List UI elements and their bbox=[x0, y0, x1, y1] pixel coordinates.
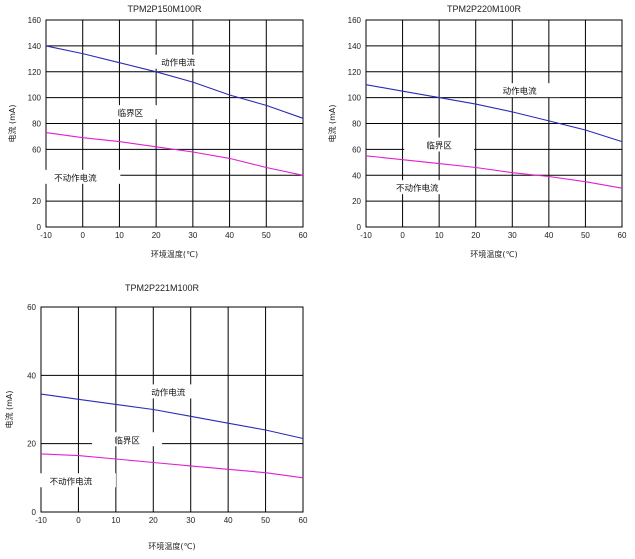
y-tick-label: 60 bbox=[27, 303, 36, 312]
x-axis-label: 环境温度(℃) bbox=[151, 249, 198, 259]
x-tick-label: -10 bbox=[35, 516, 47, 525]
y-tick-label: 160 bbox=[28, 16, 42, 25]
region-annotation: 不动作电流 bbox=[54, 173, 97, 184]
non-operating-current-line bbox=[365, 155, 623, 189]
y-tick-label: 120 bbox=[28, 68, 42, 77]
x-tick-label: 50 bbox=[581, 231, 590, 240]
y-tick-label: 80 bbox=[32, 120, 41, 129]
x-tick-label: 20 bbox=[471, 231, 480, 240]
x-tick-label: 0 bbox=[400, 231, 405, 240]
non-operating-current-line bbox=[45, 132, 304, 176]
y-tick-label: 80 bbox=[352, 120, 361, 129]
y-tick-label: 120 bbox=[348, 68, 362, 77]
region-annotation: 动作电流 bbox=[151, 387, 186, 398]
label-backdrop bbox=[95, 105, 166, 120]
y-tick-label: 140 bbox=[348, 42, 362, 51]
x-tick-label: 0 bbox=[80, 231, 85, 240]
x-tick-label: 60 bbox=[618, 231, 627, 240]
x-tick-label: -10 bbox=[40, 231, 52, 240]
x-axis-label: 环境温度(℃) bbox=[148, 541, 195, 551]
x-tick-label: 20 bbox=[152, 231, 161, 240]
y-tick-label: 20 bbox=[27, 440, 36, 449]
x-tick-label: 10 bbox=[111, 516, 120, 525]
label-backdrop bbox=[30, 169, 121, 184]
y-tick-label: 0 bbox=[37, 223, 42, 232]
x-tick-label: 40 bbox=[225, 231, 234, 240]
x-tick-label: 60 bbox=[299, 516, 308, 525]
y-tick-label: 60 bbox=[352, 145, 361, 154]
region-annotation: 不动作电流 bbox=[396, 183, 439, 194]
region-annotation: 不动作电流 bbox=[50, 476, 93, 487]
operating-current-line bbox=[45, 45, 304, 119]
plot-frame bbox=[365, 19, 623, 228]
y-axis-label: 电流 (mA) bbox=[327, 104, 337, 142]
y-tick-label: 0 bbox=[357, 223, 362, 232]
chart-1: TPM2P150M100R-10010203040506002040608010… bbox=[7, 4, 308, 259]
chart-3: TPM2P221M100R-10 0 10 20 30 40 50 600204060动作电流… bbox=[4, 283, 308, 551]
chart-title: TPM2P221M100R bbox=[125, 283, 200, 293]
region-annotation: 临界区 bbox=[426, 140, 452, 151]
y-tick-label: 100 bbox=[348, 94, 362, 103]
x-tick-label: 30 bbox=[508, 231, 517, 240]
x-tick-label: 50 bbox=[261, 516, 270, 525]
plot-frame bbox=[45, 19, 304, 228]
x-tick-label: 0 bbox=[76, 516, 81, 525]
chart-2: TPM2P220M100R-10 0 10 20 30 40 50 6002040608010… bbox=[327, 4, 627, 259]
y-tick-label: 100 bbox=[28, 94, 42, 103]
y-tick-label: 20 bbox=[352, 197, 361, 206]
x-tick-label: 20 bbox=[149, 516, 158, 525]
x-tick-label: 60 bbox=[299, 231, 308, 240]
chart-title: TPM2P220M100R bbox=[447, 4, 522, 14]
plot-frame bbox=[40, 306, 304, 513]
x-tick-label: 10 bbox=[435, 231, 444, 240]
x-tick-label: -10 bbox=[360, 231, 372, 240]
region-annotation: 动作电流 bbox=[503, 86, 538, 97]
region-annotation: 临界区 bbox=[118, 108, 144, 119]
x-tick-label: 40 bbox=[224, 516, 233, 525]
x-tick-label: 30 bbox=[188, 231, 197, 240]
y-tick-label: 60 bbox=[32, 145, 41, 154]
label-backdrop bbox=[128, 384, 209, 399]
x-axis-label: 环境温度(℃) bbox=[470, 249, 517, 259]
y-tick-label: 40 bbox=[352, 171, 361, 180]
y-tick-label: 160 bbox=[348, 16, 362, 25]
label-backdrop bbox=[92, 432, 163, 447]
label-backdrop bbox=[25, 473, 116, 488]
y-tick-label: 0 bbox=[32, 508, 37, 517]
label-backdrop bbox=[138, 54, 219, 69]
y-axis-label: 电流 (mA) bbox=[4, 390, 14, 428]
x-tick-label: 10 bbox=[115, 231, 124, 240]
y-axis-label: 电流 (mA) bbox=[7, 104, 17, 142]
region-annotation: 临界区 bbox=[114, 435, 140, 446]
x-tick-label: 30 bbox=[186, 516, 195, 525]
region-annotation: 动作电流 bbox=[161, 58, 196, 69]
x-tick-label: 40 bbox=[544, 231, 553, 240]
operating-current-line bbox=[40, 393, 304, 440]
y-tick-label: 20 bbox=[32, 197, 41, 206]
non-operating-current-line bbox=[40, 453, 304, 479]
x-tick-label: 50 bbox=[262, 231, 271, 240]
label-backdrop bbox=[479, 83, 560, 98]
operating-current-line bbox=[365, 84, 623, 143]
label-backdrop bbox=[404, 137, 475, 152]
label-backdrop bbox=[372, 180, 463, 195]
y-tick-label: 40 bbox=[27, 371, 36, 380]
chart-title: TPM2P150M100R bbox=[127, 4, 202, 14]
y-tick-label: 140 bbox=[28, 42, 42, 51]
